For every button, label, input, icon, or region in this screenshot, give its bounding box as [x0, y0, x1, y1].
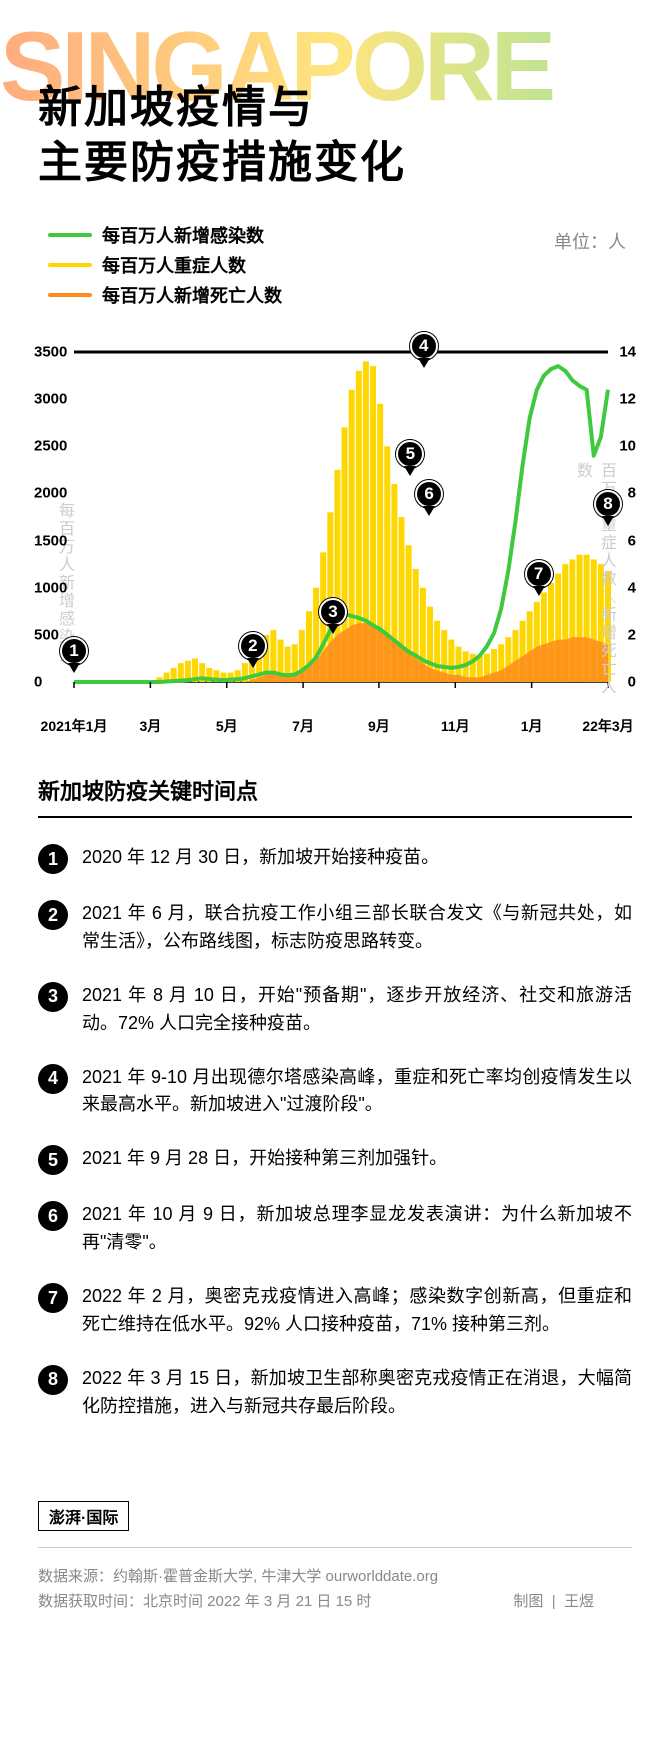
marker-tail	[247, 658, 259, 668]
y-left-tick: 1000	[34, 579, 67, 596]
chart-marker: 4	[410, 332, 438, 360]
x-tick: 11月	[441, 716, 470, 736]
marker-tail	[533, 586, 545, 596]
y-left-tick: 1500	[34, 532, 67, 549]
marker-circle: 8	[594, 490, 622, 518]
legend: 每百万人新增感染数每百万人重症人数每百万人新增死亡人数 单位：人	[48, 222, 670, 308]
title-line-1: 新加坡疫情与	[38, 80, 670, 135]
y-right-tick: 4	[628, 579, 636, 596]
y-left-tick: 500	[34, 626, 59, 643]
source-line: 数据来源：约翰斯·霍普金斯大学, 牛津大学 ourworlddate.org	[38, 1564, 632, 1590]
unit-label: 单位：人	[554, 228, 626, 254]
x-tick: 7月	[292, 716, 314, 736]
legend-label: 每百万人重症人数	[102, 252, 246, 278]
legend-swatch	[48, 263, 92, 267]
legend-swatch	[48, 293, 92, 297]
legend-row: 每百万人新增死亡人数	[48, 282, 670, 308]
y-left-tick: 3000	[34, 391, 67, 408]
timeline-text: 2021 年 8 月 10 日，开始"预备期"，逐步开放经济、社交和旅游活动。7…	[82, 982, 632, 1038]
legend-label: 每百万人新增感染数	[102, 222, 264, 248]
timeline-num: 1	[38, 844, 68, 874]
y-left-tick: 0	[34, 674, 42, 691]
x-tick: 22年3月	[582, 716, 633, 736]
time-line: 数据获取时间：北京时间 2022 年 3 月 21 日 15 时 制图 | 王煜	[38, 1589, 632, 1615]
chart-marker: 8	[594, 490, 622, 518]
footer: 澎湃·国际 数据来源：约翰斯·霍普金斯大学, 牛津大学 ourworlddate…	[38, 1501, 632, 1615]
y-left-tick: 2000	[34, 485, 67, 502]
marker-tail	[327, 624, 339, 634]
legend-swatch	[48, 233, 92, 237]
timeline-num: 6	[38, 1201, 68, 1231]
timeline-item: 6 2021 年 10 月 9 日，新加坡总理李显龙发表演讲：为什么新加坡不再"清…	[38, 1201, 632, 1257]
main-title: 新加坡疫情与 主要防疫措施变化	[0, 0, 670, 190]
marker-circle: 5	[396, 440, 424, 468]
marker-circle: 4	[410, 332, 438, 360]
timeline-text: 2021 年 6 月，联合抗疫工作小组三部长联合发文《与新冠共处，如常生活》，公…	[82, 900, 632, 956]
y-right-tick: 8	[628, 485, 636, 502]
timeline-num: 8	[38, 1365, 68, 1395]
main-chart: 每百万人新增感染数 百万人重症人数＼新增死亡人数 050010001500200…	[38, 342, 632, 712]
timeline-text: 2021 年 10 月 9 日，新加坡总理李显龙发表演讲：为什么新加坡不再"清零…	[82, 1201, 632, 1257]
timeline-item: 7 2022 年 2 月，奥密克戎疫情进入高峰；感染数字创新高，但重症和死亡维持在…	[38, 1283, 632, 1339]
timeline-item: 4 2021 年 9-10 月出现德尔塔感染高峰，重症和死亡率均创疫情发生以来最高…	[38, 1064, 632, 1120]
timeline-title: 新加坡防疫关键时间点	[38, 774, 632, 818]
timeline-num: 4	[38, 1064, 68, 1094]
brand-badge: 澎湃·国际	[38, 1501, 129, 1531]
chart-marker: 5	[396, 440, 424, 468]
marker-tail	[602, 516, 614, 526]
marker-tail	[68, 663, 80, 673]
footer-divider	[38, 1547, 632, 1548]
marker-circle: 1	[60, 637, 88, 665]
chart-marker: 6	[415, 480, 443, 508]
legend-row: 每百万人重症人数	[48, 252, 670, 278]
x-tick: 5月	[216, 716, 238, 736]
y-right-tick: 2	[628, 626, 636, 643]
marker-tail	[418, 358, 430, 368]
y-right-tick: 12	[619, 391, 636, 408]
marker-circle: 3	[319, 598, 347, 626]
x-tick: 3月	[139, 716, 161, 736]
chart-marker: 1	[60, 637, 88, 665]
timeline-item: 2 2021 年 6 月，联合抗疫工作小组三部长联合发文《与新冠共处，如常生活》，…	[38, 900, 632, 956]
y-right-tick: 6	[628, 532, 636, 549]
y-right-tick: 14	[619, 344, 636, 361]
marker-circle: 7	[525, 560, 553, 588]
y-right-tick: 0	[628, 674, 636, 691]
chart-marker: 7	[525, 560, 553, 588]
x-tick: 9月	[368, 716, 390, 736]
y-right-tick: 10	[619, 438, 636, 455]
timeline-num: 7	[38, 1283, 68, 1313]
credit: 制图 | 王煜	[513, 1589, 594, 1615]
y-left-tick: 2500	[34, 438, 67, 455]
timeline-section: 新加坡防疫关键时间点 1 2020 年 12 月 30 日，新加坡开始接种疫苗。 2…	[38, 774, 632, 1421]
chart-marker: 2	[239, 632, 267, 660]
legend-label: 每百万人新增死亡人数	[102, 282, 282, 308]
timeline-num: 5	[38, 1145, 68, 1175]
marker-tail	[404, 466, 416, 476]
timeline-item: 3 2021 年 8 月 10 日，开始"预备期"，逐步开放经济、社交和旅游活动。…	[38, 982, 632, 1038]
x-tick: 2021年1月	[41, 716, 108, 736]
timeline-num: 3	[38, 982, 68, 1012]
timeline-item: 5 2021 年 9 月 28 日，开始接种第三剂加强针。	[38, 1145, 632, 1175]
timeline-text: 2020 年 12 月 30 日，新加坡开始接种疫苗。	[82, 844, 632, 874]
y-left-tick: 3500	[34, 344, 67, 361]
timeline-item: 1 2020 年 12 月 30 日，新加坡开始接种疫苗。	[38, 844, 632, 874]
timeline-text: 2021 年 9-10 月出现德尔塔感染高峰，重症和死亡率均创疫情发生以来最高水…	[82, 1064, 632, 1120]
timeline-num: 2	[38, 900, 68, 930]
marker-circle: 6	[415, 480, 443, 508]
timeline-text: 2022 年 2 月，奥密克戎疫情进入高峰；感染数字创新高，但重症和死亡维持在低…	[82, 1283, 632, 1339]
timeline-text: 2021 年 9 月 28 日，开始接种第三剂加强针。	[82, 1145, 632, 1175]
timeline-item: 8 2022 年 3 月 15 日，新加坡卫生部称奥密克戎疫情正在消退，大幅简化…	[38, 1365, 632, 1421]
title-line-2: 主要防疫措施变化	[38, 135, 670, 190]
timeline-text: 2022 年 3 月 15 日，新加坡卫生部称奥密克戎疫情正在消退，大幅简化防控…	[82, 1365, 632, 1421]
chart-marker: 3	[319, 598, 347, 626]
marker-tail	[423, 506, 435, 516]
marker-circle: 2	[239, 632, 267, 660]
x-tick: 1月	[521, 716, 543, 736]
